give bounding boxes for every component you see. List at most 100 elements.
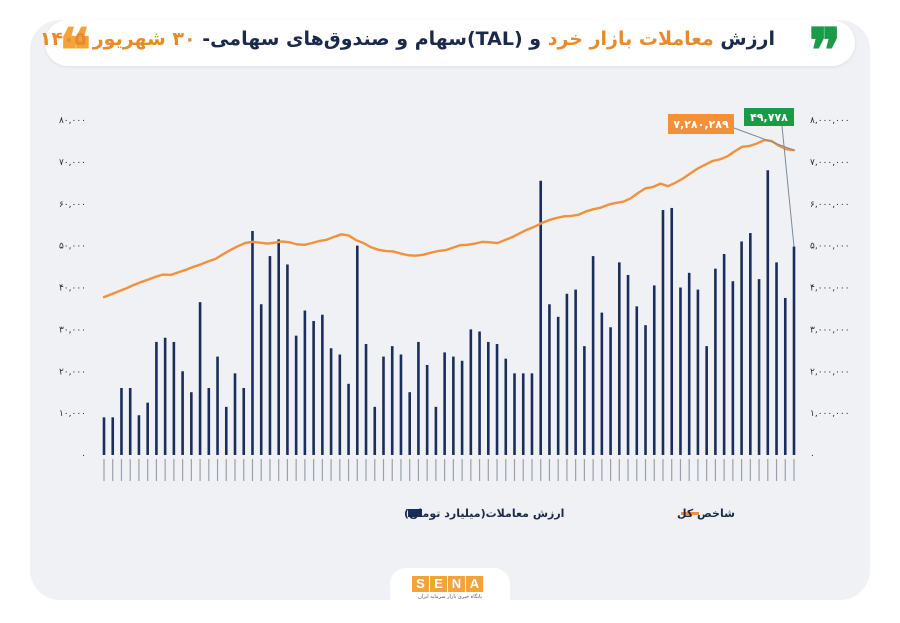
right-axis-tick-label: ۰ <box>810 451 815 461</box>
bar <box>181 371 184 455</box>
legend-bar-label: ارزش معاملات(میلیارد تومان) <box>404 507 564 520</box>
bar <box>591 256 595 455</box>
right-axis-tick-label: ۴,۰۰۰,۰۰۰ <box>810 284 850 294</box>
line-callout-line <box>733 127 795 151</box>
logo-letter-n: N <box>448 576 465 592</box>
x-tick-label <box>723 459 725 481</box>
x-tick-label <box>260 459 262 481</box>
legend-line-label: شاخص کل <box>677 507 735 520</box>
x-tick-label <box>129 459 131 481</box>
title-part-2: معاملات بازار خرد <box>547 28 714 50</box>
x-tick-label <box>679 459 682 481</box>
bar <box>749 233 752 455</box>
right-axis-tick-label: ۶,۰۰۰,۰۰۰ <box>810 200 850 210</box>
x-tick-label <box>313 459 315 481</box>
bar <box>216 356 219 455</box>
x-tick-label <box>278 459 280 481</box>
x-tick-label <box>740 459 743 481</box>
x-tick-label <box>155 459 158 481</box>
bar <box>696 289 700 455</box>
x-tick-label <box>566 459 568 481</box>
bar <box>600 312 604 455</box>
x-tick-label <box>365 459 367 481</box>
x-tick-label <box>531 459 533 481</box>
right-axis-tick-label: ۲,۰۰۰,۰۰۰ <box>810 367 850 377</box>
x-tick-label <box>522 459 524 481</box>
left-axis-tick-label: ۵۰,۰۰۰ <box>59 242 86 252</box>
bar <box>574 289 577 455</box>
bar <box>364 344 368 455</box>
bar <box>312 321 315 455</box>
bar <box>408 392 411 455</box>
x-tick-label <box>714 459 716 481</box>
logo-letter-s: S <box>412 576 429 592</box>
legend-bar-swatch <box>408 509 422 517</box>
x-tick-label <box>251 459 254 481</box>
right-axis-tick-label: ۷,۰۰۰,۰۰۰ <box>810 158 850 168</box>
bar <box>233 373 237 455</box>
x-tick-label <box>182 459 184 481</box>
bar <box>294 335 298 455</box>
x-tick-label <box>767 459 769 481</box>
x-tick-label <box>286 459 289 481</box>
x-tick-label <box>784 459 786 481</box>
bar <box>679 287 682 455</box>
bar <box>495 344 499 455</box>
x-tick-label <box>513 459 516 481</box>
x-tick-label <box>409 459 411 481</box>
x-tick-label <box>478 459 481 481</box>
x-tick-label <box>758 459 760 481</box>
bar <box>251 230 254 455</box>
x-tick-label <box>199 459 201 481</box>
bar <box>190 392 193 455</box>
legend-line-swatch <box>681 512 699 515</box>
x-tick-label <box>103 459 105 481</box>
quote-open-icon: ❞ <box>808 16 841 86</box>
x-tick-label <box>505 459 507 481</box>
bar <box>329 348 333 455</box>
x-tick-label <box>347 459 350 481</box>
bar <box>556 316 560 455</box>
x-tick-label <box>147 459 149 481</box>
x-tick-label <box>391 459 393 481</box>
x-tick-label <box>374 459 376 481</box>
bar <box>425 364 429 455</box>
x-tick-label <box>295 459 297 481</box>
logo-letter-a: A <box>466 576 483 592</box>
x-tick-label <box>732 459 734 481</box>
x-tick-label <box>627 459 629 481</box>
x-tick-label <box>540 459 542 481</box>
left-axis-tick-label: ۴۰,۰۰۰ <box>59 284 86 294</box>
x-tick-label <box>793 459 795 481</box>
right-axis-tick-label: ۸,۰۰۰,۰۰۰ <box>810 116 850 126</box>
x-tick-label <box>653 459 655 481</box>
bar-callout-line <box>781 125 795 247</box>
bar <box>207 388 211 455</box>
x-tick-label <box>706 459 708 481</box>
bar <box>644 325 647 455</box>
bar <box>452 356 455 455</box>
x-tick-label <box>225 459 227 481</box>
x-tick-label <box>382 459 385 481</box>
bar <box>268 256 272 455</box>
bar <box>504 358 508 455</box>
bar <box>792 246 796 455</box>
bar <box>740 241 743 455</box>
bar <box>382 356 385 455</box>
x-tick-label <box>618 459 620 481</box>
x-tick-label <box>688 459 690 481</box>
bar <box>146 402 149 455</box>
bar <box>338 354 342 455</box>
x-tick-label <box>269 459 271 481</box>
x-tick-label <box>120 459 123 481</box>
chart-title: ارزش معاملات بازار خرد و (TAL)سهام و صند… <box>40 28 775 50</box>
bar-callout-label: ۴۹,۷۷۸ <box>750 111 788 124</box>
line-callout-box <box>668 114 734 134</box>
x-tick-label <box>356 459 358 481</box>
bar <box>618 262 621 455</box>
quote-close-icon: ❝ <box>59 16 92 86</box>
bar <box>714 268 717 455</box>
bar <box>487 341 490 455</box>
x-tick-label <box>592 459 594 481</box>
